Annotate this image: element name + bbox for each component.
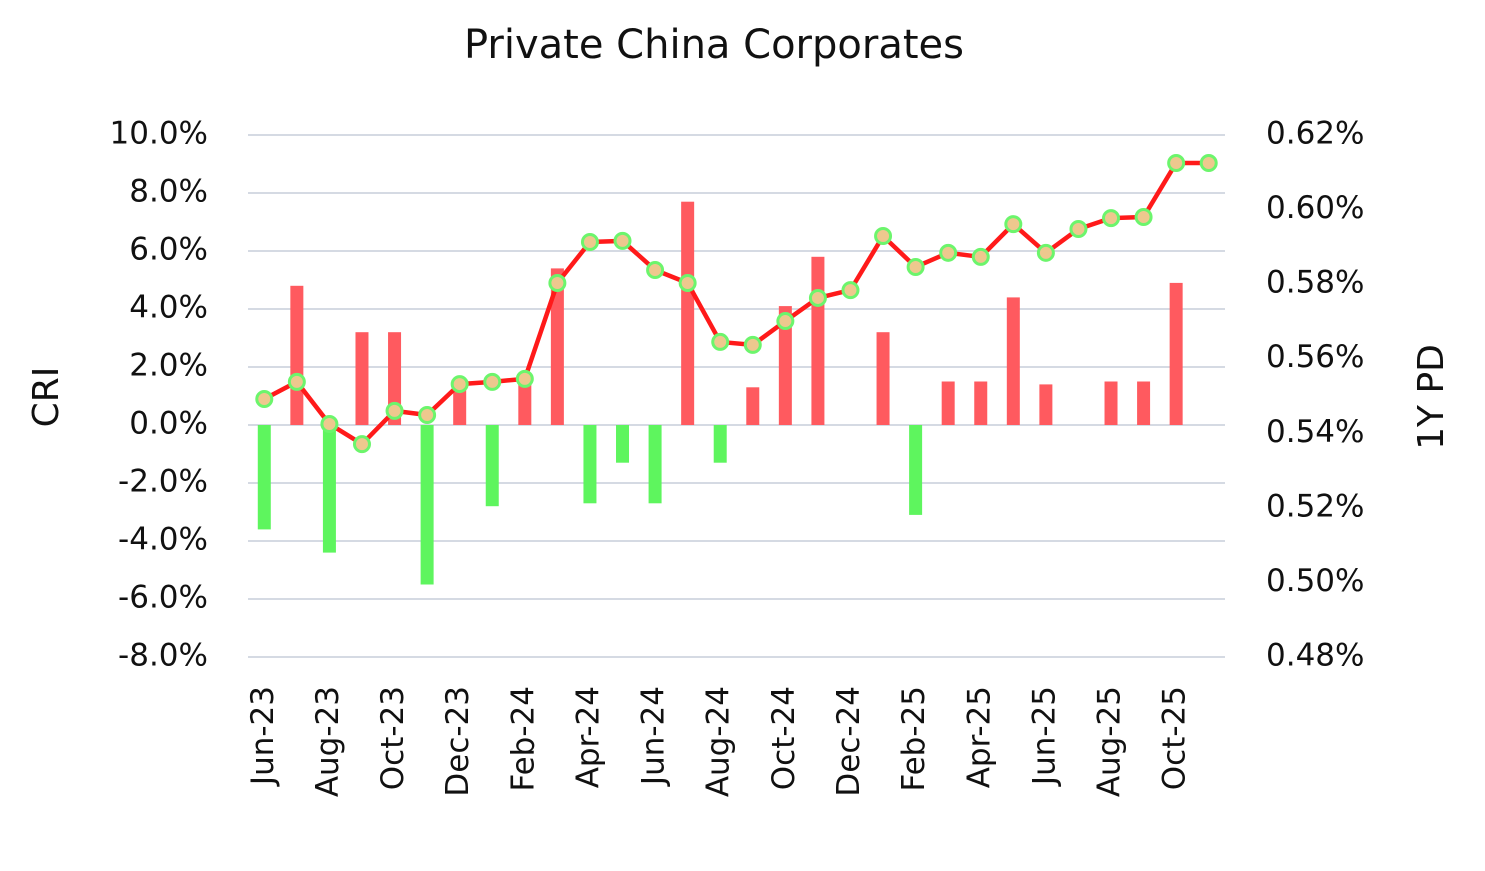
- x-tick-label: Feb-25: [896, 686, 932, 792]
- bar: [681, 201, 695, 425]
- y-tick-label: 10.0%: [110, 116, 208, 152]
- bar: [485, 425, 499, 507]
- line-marker: [808, 288, 827, 307]
- bar: [583, 425, 597, 504]
- x-tick-label: Dec-24: [831, 686, 867, 797]
- line-marker: [1199, 153, 1218, 172]
- y-tick-label: 4.0%: [129, 290, 208, 326]
- bar: [876, 332, 890, 425]
- bar: [518, 381, 532, 425]
- line-marker: [1102, 209, 1121, 228]
- x-tick-label: Oct-25: [1157, 686, 1193, 790]
- bar: [388, 332, 402, 425]
- line-marker: [841, 281, 860, 300]
- grid: [248, 134, 1225, 658]
- line-marker: [450, 375, 469, 394]
- x-tick-label: Aug-24: [701, 686, 737, 797]
- x-tick-label: Oct-24: [766, 686, 802, 790]
- bar: [811, 256, 825, 425]
- x-tick-label: Jun-25: [1026, 686, 1062, 787]
- line-marker: [352, 435, 371, 454]
- y2-tick-label: 0.48%: [1266, 638, 1364, 674]
- x-tick-label: Jun-24: [636, 686, 672, 787]
- bar: [1137, 381, 1151, 425]
- bar: [1039, 384, 1053, 425]
- bar: [974, 381, 988, 425]
- line-marker: [1069, 219, 1088, 238]
- y-tick-label: -4.0%: [118, 522, 208, 558]
- bar: [648, 425, 662, 504]
- y2-tick-label: 0.62%: [1266, 116, 1364, 152]
- line-marker: [1036, 243, 1055, 262]
- line-marker: [255, 389, 274, 408]
- line-marker: [646, 260, 665, 279]
- y2-tick-label: 0.52%: [1266, 488, 1364, 524]
- y-axis-title: CRI: [26, 367, 67, 428]
- x-tick-label: Aug-25: [1092, 686, 1128, 797]
- y2-axis-title: 1Y PD: [1411, 344, 1452, 450]
- line-marker: [515, 369, 534, 388]
- bar: [778, 306, 792, 425]
- bar: [453, 384, 467, 425]
- line-marker: [1167, 153, 1186, 172]
- y2-tick-label: 0.60%: [1266, 190, 1364, 226]
- y2-tick-label: 0.58%: [1266, 265, 1364, 301]
- bar: [941, 381, 955, 425]
- line-marker: [971, 247, 990, 266]
- line-marker: [548, 274, 567, 293]
- line-marker: [320, 414, 339, 433]
- line-marker: [874, 227, 893, 246]
- line-marker: [906, 257, 925, 276]
- bar: [1104, 381, 1118, 425]
- x-tick-label: Aug-23: [310, 686, 346, 797]
- y-tick-label: 6.0%: [129, 232, 208, 268]
- y2-tick-label: 0.50%: [1266, 563, 1364, 599]
- y-tick-label: 2.0%: [129, 348, 208, 384]
- bar: [290, 285, 304, 425]
- y-tick-label: 8.0%: [129, 174, 208, 210]
- bar: [355, 332, 369, 425]
- y-tick-label: -2.0%: [118, 464, 208, 500]
- line-marker: [1004, 215, 1023, 234]
- line-marker: [613, 231, 632, 250]
- x-tick-label: Oct-23: [375, 686, 411, 790]
- bar: [909, 425, 923, 515]
- line-marker: [580, 233, 599, 252]
- y2-tick-label: 0.54%: [1266, 414, 1364, 450]
- x-tick-label: Feb-24: [505, 686, 541, 792]
- line-layer: [255, 153, 1218, 454]
- line-marker: [287, 372, 306, 391]
- x-tick-label: Jun-23: [245, 686, 281, 787]
- line-marker: [743, 335, 762, 354]
- bar: [420, 425, 434, 585]
- y-tick-label: -6.0%: [118, 580, 208, 616]
- y-tick-label: 0.0%: [129, 406, 208, 442]
- y2-tick-label: 0.56%: [1266, 339, 1364, 375]
- bar: [1169, 282, 1183, 425]
- line-marker: [1134, 208, 1153, 227]
- bar: [1006, 297, 1020, 425]
- line-marker: [385, 401, 404, 420]
- x-tick-label: Dec-23: [440, 686, 476, 797]
- line-marker: [483, 372, 502, 391]
- x-tick-label: Apr-24: [570, 686, 606, 788]
- y-tick-label: -8.0%: [118, 638, 208, 674]
- line-marker: [418, 406, 437, 425]
- line-marker: [939, 243, 958, 262]
- x-tick-label: Apr-25: [961, 686, 997, 788]
- bar: [713, 425, 727, 463]
- bar: [550, 268, 564, 425]
- line-marker: [678, 274, 697, 293]
- line-marker: [711, 332, 730, 351]
- bar: [257, 425, 271, 530]
- chart-title: Private China Corporates: [464, 22, 964, 68]
- bar: [746, 387, 760, 425]
- bar: [322, 425, 336, 553]
- line: [263, 160, 1209, 447]
- bar: [616, 425, 630, 463]
- line-marker: [776, 312, 795, 331]
